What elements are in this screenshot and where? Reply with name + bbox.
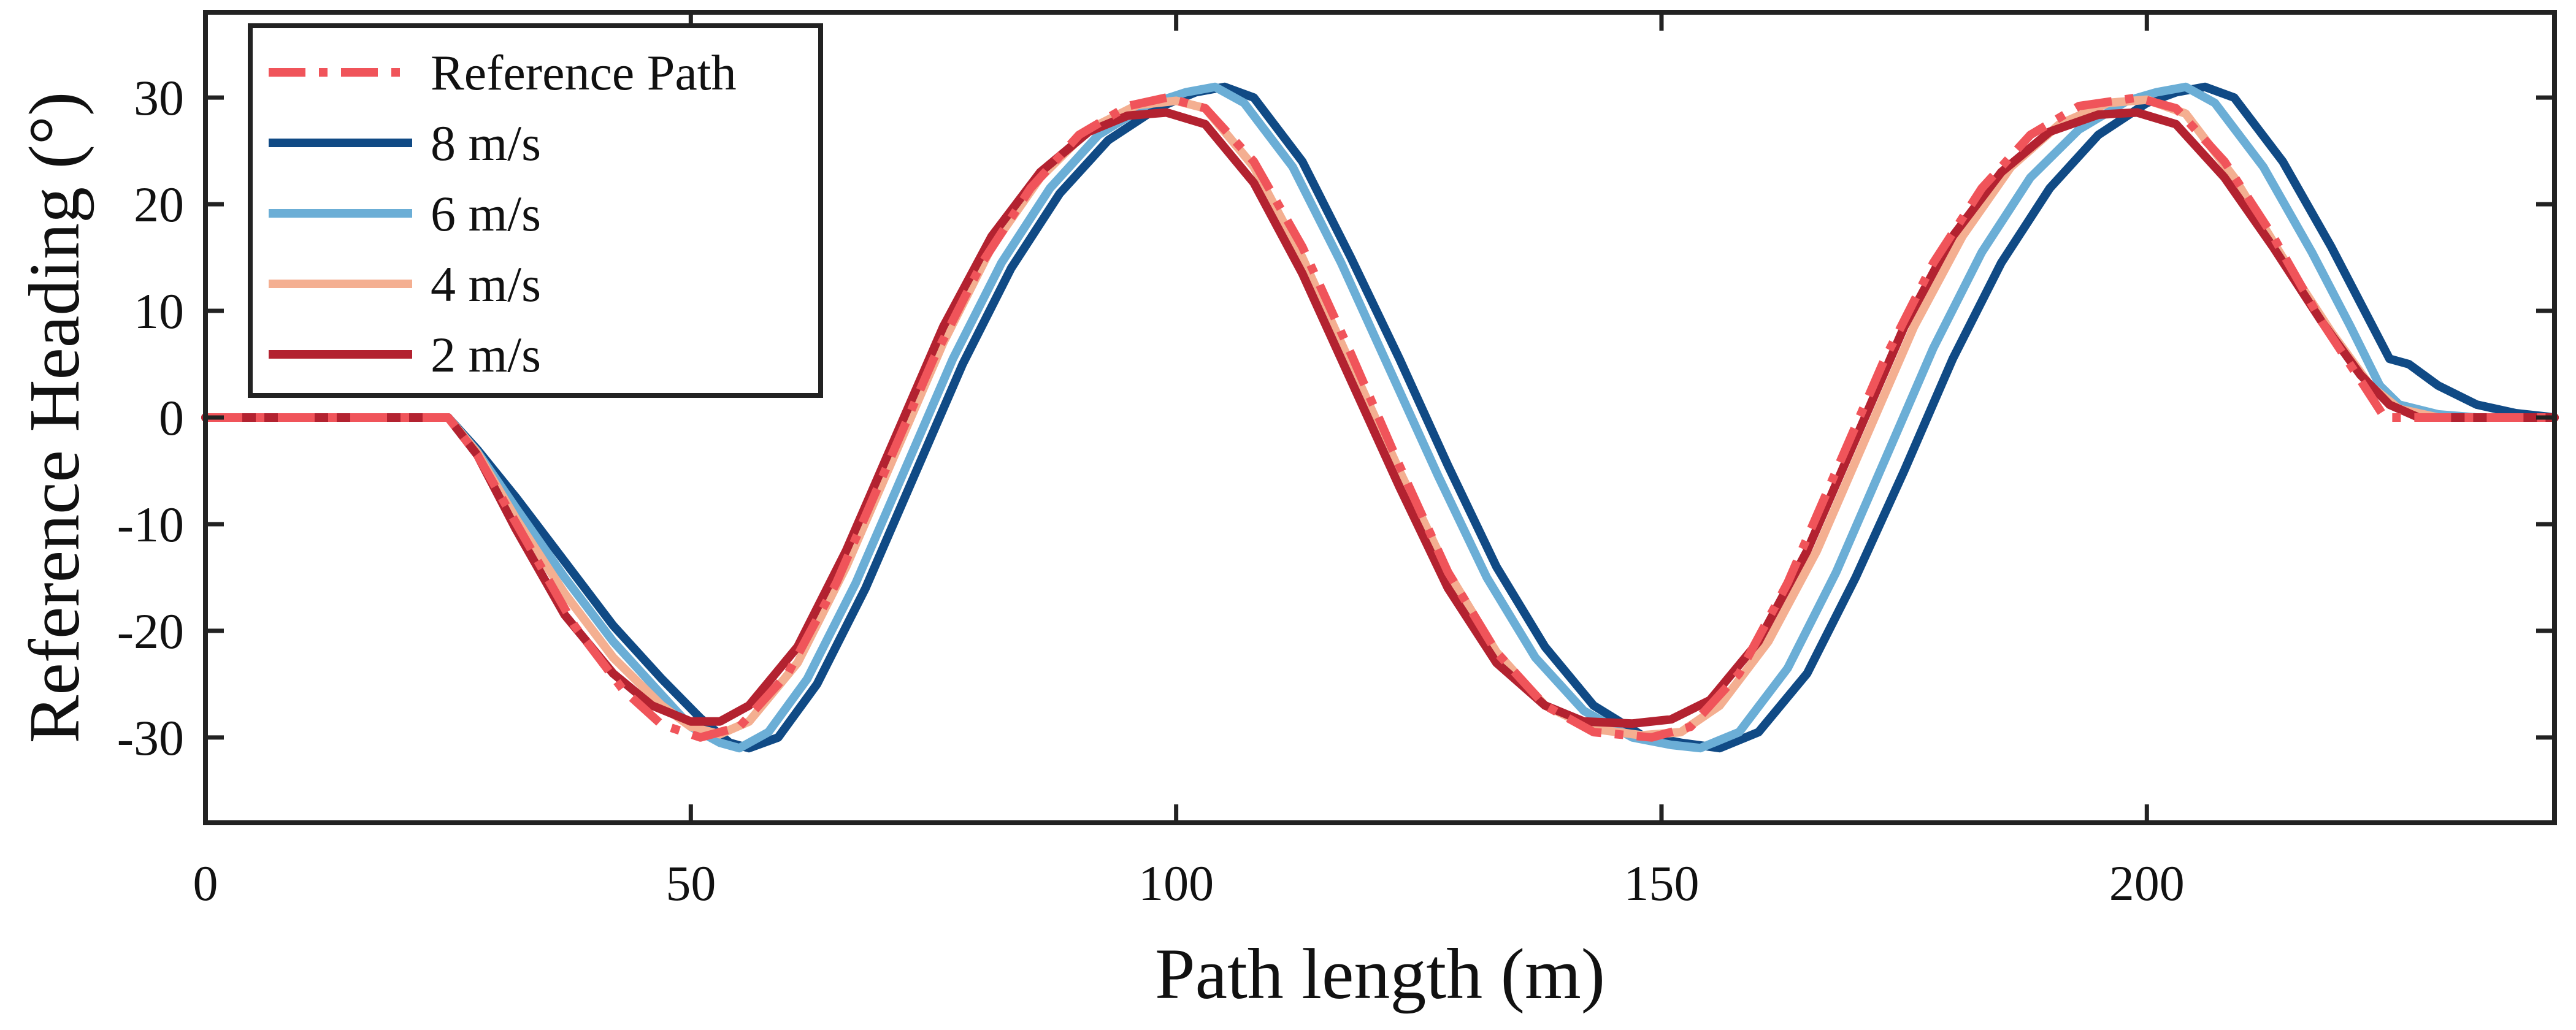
legend-label: 8 m/s (431, 115, 541, 171)
x-tick-label: 0 (193, 855, 218, 911)
y-tick-label: 0 (159, 390, 184, 446)
legend: Reference Path 8 m/s 6 m/s 4 m/s 2 m/s (248, 23, 823, 398)
y-tick-label: 30 (134, 70, 184, 126)
legend-label: 4 m/s (431, 256, 541, 312)
series-line-2-m-s (201, 108, 2559, 728)
legend-items: Reference Path 8 m/s 6 m/s 4 m/s 2 m/s (269, 45, 737, 383)
legend-label: 6 m/s (431, 186, 541, 242)
x-tick-label: 50 (665, 855, 716, 911)
y-axis-label: Reference Heading (°) (14, 92, 94, 744)
tick-labels: 0 50 100 150 200 -30 -20 -10 0 10 20 30 (117, 70, 2185, 911)
x-tick-label: 150 (1623, 855, 1699, 911)
y-tick-label: -20 (117, 603, 184, 659)
legend-label: Reference Path (431, 45, 737, 101)
y-tick-label: 20 (134, 177, 184, 232)
y-tick-label: 10 (134, 283, 184, 339)
x-tick-label: 200 (2109, 855, 2185, 911)
x-tick-label: 100 (1138, 855, 1214, 911)
axis-ticks (203, 12, 2555, 823)
legend-label: 2 m/s (431, 327, 541, 383)
y-tick-label: -10 (117, 497, 184, 552)
series-line-reference-path (205, 93, 2555, 742)
plot-lines (201, 82, 2559, 753)
series-line-6-m-s (201, 82, 2559, 753)
y-tick-label: -30 (117, 710, 184, 766)
x-axis-label: Path length (m) (1155, 934, 1605, 1014)
